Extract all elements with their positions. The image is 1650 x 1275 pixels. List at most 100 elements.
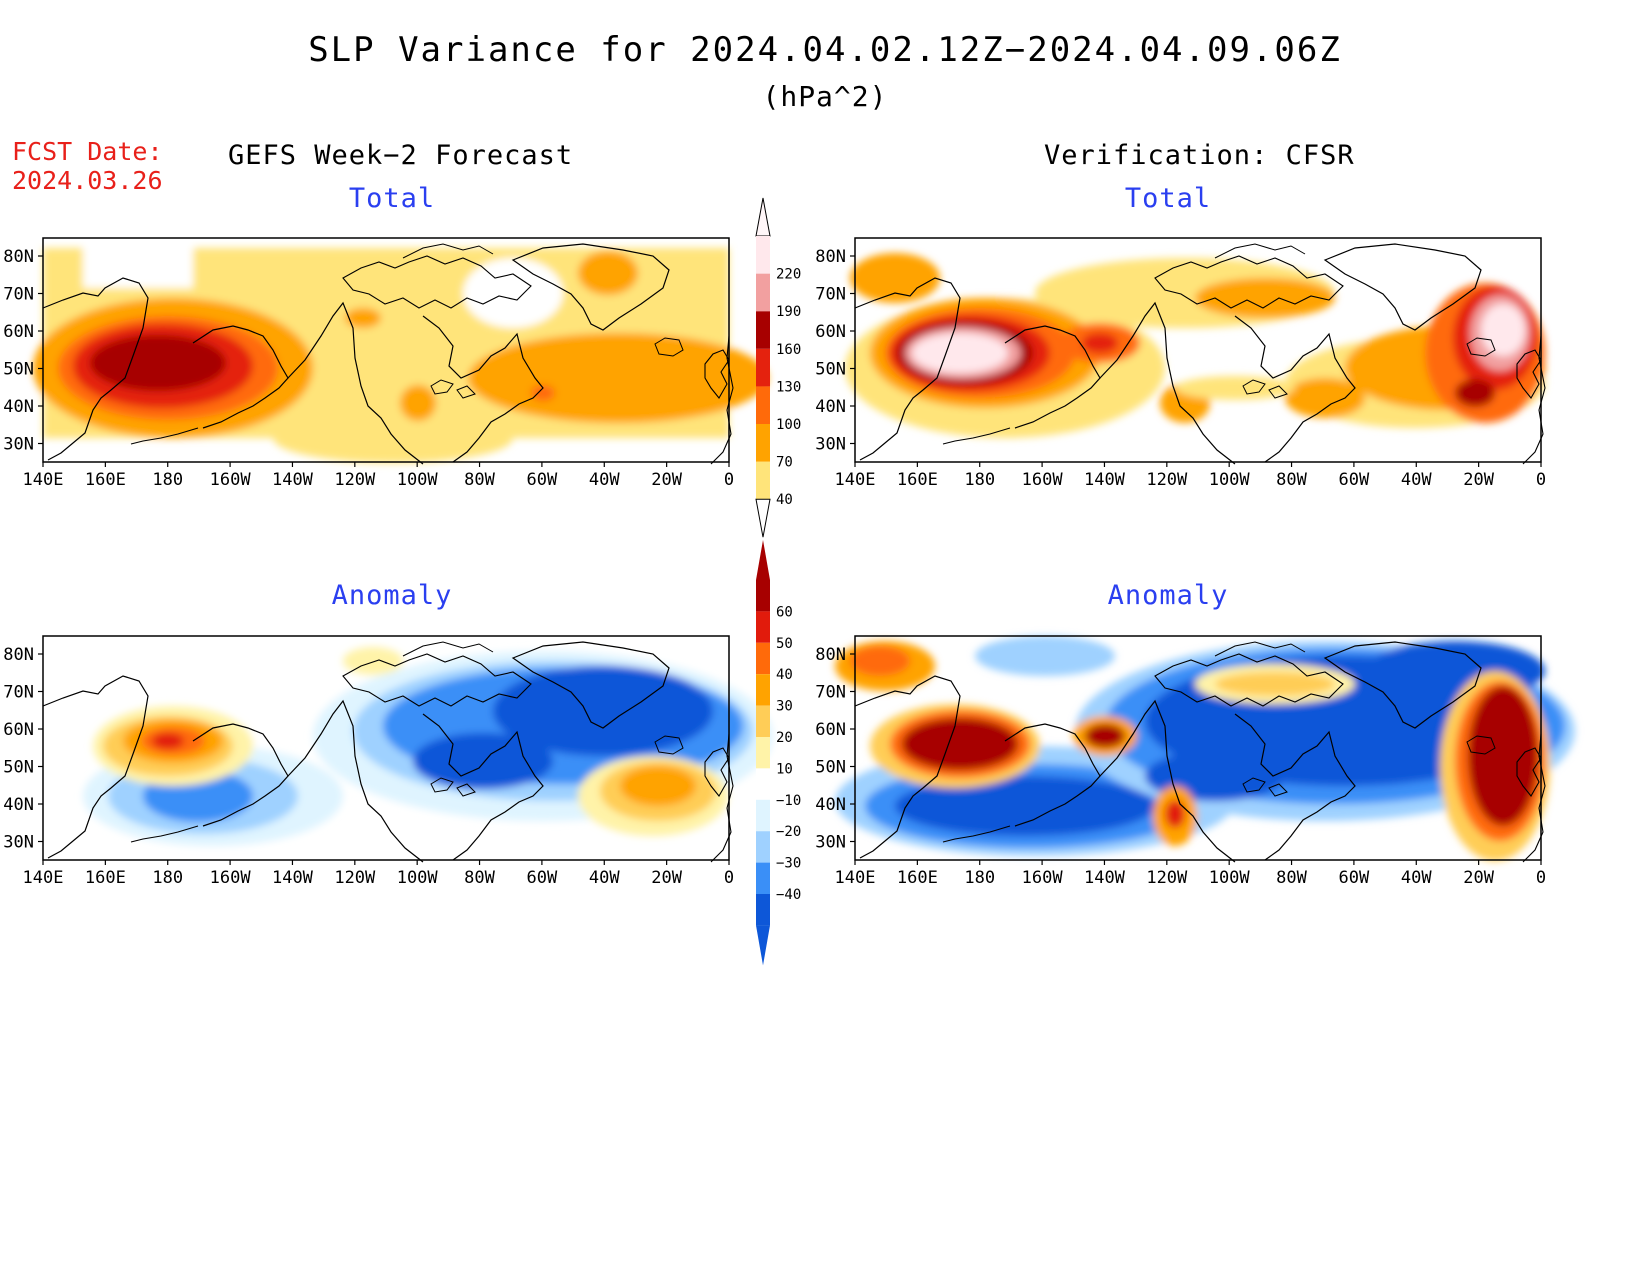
- colorbar-swatch: [756, 386, 770, 424]
- colorbar-swatch: [756, 461, 770, 500]
- lat-tick-label: 60N: [815, 720, 846, 740]
- colorbar-arrow-bottom: [755, 498, 771, 538]
- colorbar-label: 30: [776, 699, 793, 715]
- lat-tick-label: 60N: [815, 322, 846, 342]
- colorbar-swatch: [756, 424, 770, 462]
- lon-tick-label: 20W: [1463, 470, 1494, 490]
- lat-tick-label: 70N: [815, 285, 846, 305]
- colorbar-swatch: [756, 768, 770, 800]
- colorbar-swatch: [756, 737, 770, 769]
- colorbar-label: 50: [776, 636, 793, 652]
- lon-tick-label: 180: [964, 868, 995, 888]
- colorbar-label: 70: [776, 455, 793, 471]
- colorbar-label: 10: [776, 761, 793, 777]
- lat-tick-label: 50N: [3, 758, 34, 778]
- lon-tick-label: 100W: [397, 470, 439, 490]
- map-verification-anomaly: 80N 70N 60N 50N 40N 30N 140E 160E 180 160W 140W 120…: [812, 628, 1575, 898]
- colorbar-swatch: [756, 348, 770, 387]
- lat-tick-label: 60N: [3, 720, 34, 740]
- colorbar-arrow-bottom: [756, 925, 770, 966]
- lon-tick-label: 0: [1536, 470, 1546, 490]
- lat-tick-label: 80N: [815, 247, 846, 267]
- lon-tick-label: 160W: [1022, 470, 1064, 490]
- colorbar-label: 40: [776, 667, 793, 683]
- lon-tick-label: 140W: [272, 868, 314, 888]
- lon-tick-label: 180: [964, 470, 995, 490]
- colorbar-swatch: [756, 273, 770, 312]
- figure-title: SLP Variance for 2024.04.02.12Z−2024.04.…: [308, 30, 1342, 70]
- lat-tick-label: 30N: [815, 435, 846, 455]
- colorbar-label: 190: [776, 304, 801, 320]
- lon-tick-label: 0: [724, 470, 734, 490]
- column-title-verification: Verification: CFSR: [1044, 140, 1355, 171]
- lon-tick-label: 140W: [1084, 868, 1126, 888]
- panel-title-forecast-total: Total: [348, 183, 436, 214]
- lat-tick-label: 70N: [3, 683, 34, 703]
- colorbar-swatch: [756, 311, 770, 349]
- panel-title-forecast-anomaly: Anomaly: [331, 580, 453, 611]
- lon-tick-label: 160E: [897, 470, 938, 490]
- lon-tick-label: 160W: [1022, 868, 1064, 888]
- colorbar-swatch: [756, 611, 770, 643]
- forecast-date-value: 2024.03.26: [12, 166, 163, 195]
- lon-tick-label: 140W: [272, 470, 314, 490]
- lon-tick-label: 0: [724, 868, 734, 888]
- lat-tick-label: 80N: [3, 247, 34, 267]
- colorbar-label: 100: [776, 417, 801, 433]
- lon-tick-label: 80W: [1276, 470, 1307, 490]
- colorbar-label: 20: [776, 730, 793, 746]
- lon-tick-label: 140W: [1084, 470, 1126, 490]
- lon-tick-label: 160W: [210, 868, 252, 888]
- lat-tick-label: 80N: [815, 645, 846, 665]
- lon-tick-label: 40W: [589, 868, 620, 888]
- lon-tick-label: 80W: [1276, 868, 1307, 888]
- colorbar-arrow-top: [756, 540, 770, 580]
- colorbar-label: 160: [776, 342, 801, 358]
- lon-tick-label: 160E: [85, 470, 126, 490]
- lon-tick-label: 160E: [85, 868, 126, 888]
- colorbar-label: −10: [776, 793, 801, 809]
- colorbar-swatch: [756, 862, 770, 894]
- map-forecast-anomaly: 80N 70N 60N 50N 40N 30N 140E 160E 180 160W 140W 120…: [0, 628, 773, 898]
- forecast-date: FCST Date: 2024.03.26: [12, 137, 163, 195]
- lon-tick-label: 120W: [1146, 470, 1188, 490]
- lon-tick-label: 140E: [835, 868, 876, 888]
- colorbar-total: 40 70 100 130 160 190 220: [750, 197, 820, 538]
- lon-tick-label: 120W: [334, 470, 376, 490]
- colorbar-label: 60: [776, 604, 793, 620]
- map-forecast-total: 80N 70N 60N 50N 40N 30N 140E 160E 180 160W 140W 120…: [0, 230, 768, 500]
- lat-tick-label: 40N: [3, 795, 34, 815]
- column-title-forecast: GEFS Week−2 Forecast: [228, 140, 574, 171]
- lon-tick-label: 20W: [651, 470, 682, 490]
- colorbar-arrow-top: [755, 197, 771, 237]
- lon-tick-label: 160W: [210, 470, 252, 490]
- lat-tick-label: 80N: [3, 645, 34, 665]
- colorbar-anomaly: 60 50 40 30 20 10 −10 −20 −30 −40: [750, 540, 820, 966]
- colorbar-label: −30: [776, 856, 801, 872]
- lon-tick-label: 80W: [464, 470, 495, 490]
- lon-tick-label: 40W: [1401, 868, 1432, 888]
- lon-tick-label: 60W: [527, 470, 558, 490]
- panel-title-verification-anomaly: Anomaly: [1107, 580, 1229, 611]
- colorbar-swatch: [756, 799, 770, 832]
- lat-tick-label: 30N: [3, 435, 34, 455]
- colorbar-label: 130: [776, 379, 801, 395]
- lon-tick-label: 140E: [835, 470, 876, 490]
- colorbar-swatch: [756, 831, 770, 863]
- lat-tick-label: 50N: [3, 360, 34, 380]
- lon-tick-label: 100W: [397, 868, 439, 888]
- map-verification-total: 80N 70N 60N 50N 40N 30N 140E 160E 180 160W 140W 120…: [812, 230, 1552, 500]
- lon-tick-label: 20W: [1463, 868, 1494, 888]
- lat-tick-label: 50N: [815, 360, 846, 380]
- colorbar-swatch: [756, 580, 770, 612]
- colorbar-swatch: [756, 674, 770, 706]
- forecast-date-label: FCST Date:: [12, 137, 163, 166]
- lon-tick-label: 120W: [334, 868, 376, 888]
- lat-tick-label: 40N: [3, 397, 34, 417]
- units-label: (hPa^2): [762, 80, 888, 113]
- lon-tick-label: 100W: [1209, 470, 1251, 490]
- panel-title-verification-total: Total: [1124, 183, 1212, 214]
- lat-tick-label: 40N: [815, 795, 846, 815]
- colorbar-label: 40: [776, 492, 793, 508]
- colorbar-label: −20: [776, 824, 801, 840]
